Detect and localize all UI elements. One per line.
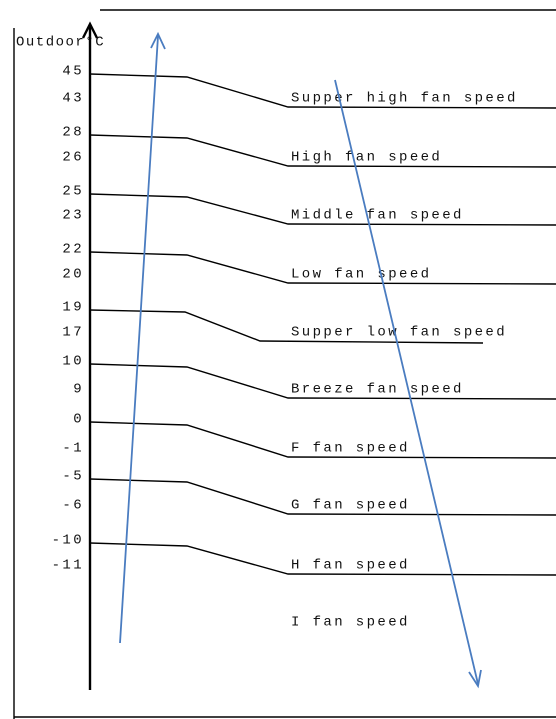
threshold-line (89, 251, 556, 285)
speed-label: High fan speed (291, 150, 442, 166)
axis-label: Outdoor°C (16, 35, 105, 51)
speed-label: F fan speed (291, 441, 410, 457)
temp-label: 20 (62, 267, 84, 283)
temp-label: 45 (62, 64, 84, 80)
temp-label: -11 (52, 558, 84, 574)
arrow-down (334, 79, 479, 685)
threshold-line (89, 309, 484, 344)
threshold-line (89, 421, 556, 459)
temp-label: -5 (62, 469, 84, 485)
speed-label: H fan speed (291, 558, 410, 574)
threshold-line (89, 73, 556, 109)
temp-label: 26 (62, 150, 84, 166)
temp-label: 43 (62, 91, 84, 107)
temp-label: 9 (73, 382, 84, 398)
temp-label: 25 (62, 184, 84, 200)
threshold-line (89, 542, 556, 576)
speed-label: Breeze fan speed (291, 382, 464, 398)
speed-label: Middle fan speed (291, 208, 464, 224)
arrow-head (468, 669, 482, 689)
temp-label: 0 (73, 412, 84, 428)
speed-label: I fan speed (291, 615, 410, 631)
temp-label: -6 (62, 498, 84, 514)
speed-label: Supper low fan speed (291, 325, 507, 341)
axis-arrow (81, 21, 99, 39)
temp-label: 10 (62, 354, 84, 370)
temp-label: 28 (62, 125, 84, 141)
arrow-head (150, 31, 166, 50)
speed-label: G fan speed (291, 498, 410, 514)
threshold-line (89, 134, 556, 168)
threshold-line (89, 193, 556, 226)
speed-label: Low fan speed (291, 267, 431, 283)
temp-label: 17 (62, 325, 84, 341)
threshold-line (89, 478, 556, 516)
arrow-up (119, 35, 159, 644)
temp-label: 22 (62, 242, 84, 258)
bands: 45 43 Supper high fan speed 28 26 High fan sp… (52, 64, 556, 576)
temp-label: 19 (62, 300, 84, 316)
threshold-line (89, 363, 556, 400)
temp-label: 23 (62, 208, 84, 224)
temp-label: -1 (62, 441, 84, 457)
temp-label: -10 (52, 533, 84, 549)
speed-label: Supper high fan speed (291, 91, 518, 107)
